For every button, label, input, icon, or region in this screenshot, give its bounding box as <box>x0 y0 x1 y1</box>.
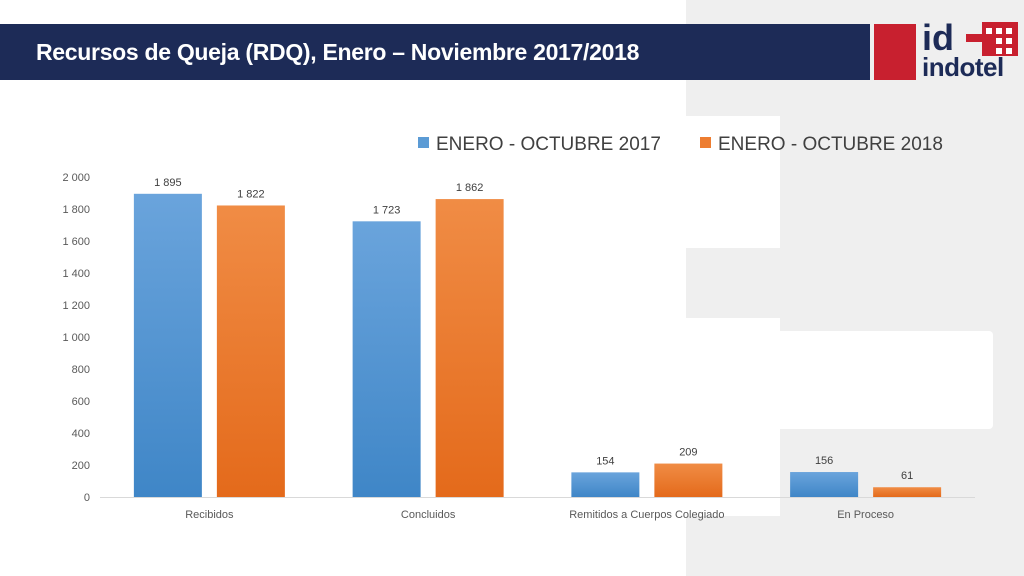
bar <box>654 463 723 497</box>
title-bar: Recursos de Queja (RDQ), Enero – Noviemb… <box>0 24 870 80</box>
y-tick-label: 1 000 <box>62 332 90 344</box>
indotel-logo: id indotel <box>920 17 1020 84</box>
logo-text: indotel <box>922 52 1004 82</box>
logo-accent-block <box>874 24 916 80</box>
y-tick-label: 1 400 <box>62 268 90 280</box>
background-panel-white-box <box>727 331 993 429</box>
x-tick-label: En Proceso <box>837 509 894 521</box>
logo-mark-text: id <box>922 18 954 58</box>
y-tick-label: 600 <box>72 396 90 408</box>
background-panel-bottom <box>686 516 1024 576</box>
data-label: 154 <box>596 455 614 467</box>
legend-label: ENERO - OCTUBRE 2018 <box>718 134 943 155</box>
bar <box>873 487 942 497</box>
bar <box>435 199 504 497</box>
legend-swatch <box>418 137 429 148</box>
bar <box>352 221 421 497</box>
data-label: 156 <box>815 455 833 467</box>
logo-mark-icon: id <box>922 17 1018 58</box>
data-label: 1 862 <box>456 182 484 194</box>
x-tick-label: Concluidos <box>401 509 456 521</box>
data-label: 1 723 <box>373 204 401 216</box>
legend-swatch <box>700 137 711 148</box>
bar <box>216 205 285 498</box>
y-tick-label: 1 200 <box>62 300 90 312</box>
data-label: 61 <box>901 470 913 482</box>
y-tick-label: 1 600 <box>62 236 90 248</box>
bar <box>133 193 202 498</box>
y-tick-label: 200 <box>72 460 90 472</box>
y-tick-label: 0 <box>84 492 90 504</box>
x-tick-label: Recibidos <box>185 509 234 521</box>
y-tick-label: 800 <box>72 364 90 376</box>
y-tick-label: 2 000 <box>62 172 90 184</box>
data-label: 1 895 <box>154 177 182 189</box>
x-tick-label: Remitidos a Cuerpos Colegiado <box>569 509 724 521</box>
background-panel-right-low <box>686 248 1024 318</box>
y-tick-label: 400 <box>72 428 90 440</box>
data-label: 1 822 <box>237 188 265 200</box>
page-title: Recursos de Queja (RDQ), Enero – Noviemb… <box>36 39 640 65</box>
bar <box>571 472 640 497</box>
bar <box>790 472 859 497</box>
data-label: 209 <box>679 447 697 459</box>
y-tick-label: 1 800 <box>62 204 90 216</box>
legend-label: ENERO - OCTUBRE 2017 <box>436 134 661 155</box>
